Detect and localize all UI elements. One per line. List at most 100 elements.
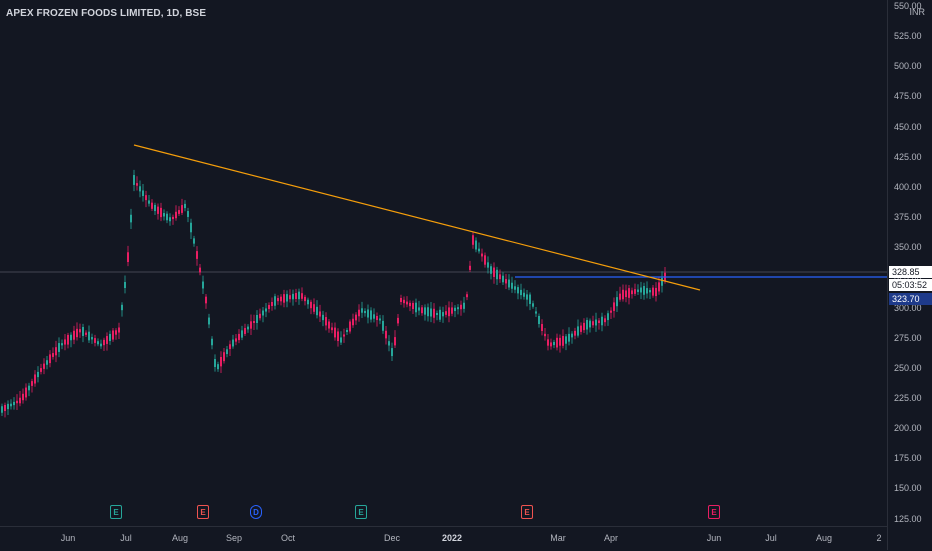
time-label: Jul xyxy=(765,533,777,543)
candle-body xyxy=(361,308,363,313)
candle-body xyxy=(169,217,171,222)
candle-body xyxy=(259,313,261,319)
dividend-event-icon[interactable]: D xyxy=(250,505,262,519)
candle-body xyxy=(232,339,234,347)
earnings-event-icon[interactable]: E xyxy=(355,505,367,519)
candle-body xyxy=(184,203,186,209)
candle-body xyxy=(217,364,219,370)
currency-label: INR xyxy=(909,7,926,17)
candle-body xyxy=(271,301,273,307)
candle-body xyxy=(40,368,42,372)
candle-body xyxy=(382,320,384,331)
price-tick-label: 425.00 xyxy=(894,151,922,162)
earnings-event-icon[interactable]: E xyxy=(708,505,720,519)
candle-body xyxy=(580,325,582,332)
candle-body xyxy=(124,282,126,288)
candle-body xyxy=(568,333,570,342)
time-label: Oct xyxy=(280,533,296,543)
candle-body xyxy=(100,343,102,347)
candle-body xyxy=(139,186,141,192)
candle-body xyxy=(559,337,561,346)
price-tick-label: 550.00 xyxy=(894,1,922,11)
candle-body xyxy=(349,321,351,332)
candle-body xyxy=(502,275,504,283)
candle-body xyxy=(529,294,531,304)
candle-body xyxy=(247,326,249,330)
candle-body xyxy=(97,341,99,345)
price-chart[interactable] xyxy=(0,0,887,526)
earnings-event-icon[interactable]: E xyxy=(110,505,122,519)
candle-body xyxy=(220,356,222,367)
candle-body xyxy=(28,385,30,391)
candle-body xyxy=(613,302,615,311)
candle-body xyxy=(454,307,456,312)
candle-body xyxy=(157,206,159,214)
candle-body xyxy=(388,341,390,346)
candle-body xyxy=(595,319,597,326)
candle-body xyxy=(421,307,423,314)
candle-body xyxy=(127,252,129,263)
candle-body xyxy=(199,267,201,273)
candle-body xyxy=(412,302,414,310)
candle-body xyxy=(391,348,393,357)
candle-body xyxy=(274,296,276,306)
candle-body xyxy=(58,343,60,352)
candle-body xyxy=(211,338,213,346)
candle-body xyxy=(154,204,156,212)
time-label: Aug xyxy=(171,533,189,543)
trendline[interactable] xyxy=(133,144,701,291)
candle-body xyxy=(268,305,270,309)
candle-body xyxy=(190,222,192,233)
candle-body xyxy=(598,320,600,324)
candle-body xyxy=(181,205,183,213)
time-label: Mar xyxy=(550,533,566,543)
symbol-title: APEX FROZEN FOODS LIMITED, 1D, BSE xyxy=(6,8,207,19)
candle-body xyxy=(427,307,429,317)
candle-body xyxy=(553,341,555,346)
candle-body xyxy=(520,289,522,296)
candle-body xyxy=(655,287,657,297)
candle-body xyxy=(445,311,447,315)
candle-body xyxy=(43,363,45,369)
candle-body xyxy=(61,343,63,346)
candle-body xyxy=(196,251,198,259)
candle-body xyxy=(622,289,624,300)
candle-body xyxy=(106,336,108,344)
candle-body xyxy=(397,317,399,324)
price-tick-label: 500.00 xyxy=(894,61,922,72)
time-label: Dec xyxy=(383,533,401,543)
candle-body xyxy=(109,333,111,342)
candle-body xyxy=(523,292,525,297)
candle-body xyxy=(394,337,396,346)
candle-body xyxy=(472,235,474,245)
candle-body xyxy=(7,403,9,410)
earnings-event-icon[interactable]: E xyxy=(197,505,209,519)
price-axis[interactable]: INR 550.00 525.00 500.00 475.00 450.00 425.00… xyxy=(887,0,932,550)
candle-body xyxy=(73,330,75,340)
candle-body xyxy=(1,406,3,413)
candle-body xyxy=(490,266,492,274)
candle-body xyxy=(130,214,132,223)
candle-body xyxy=(85,332,87,335)
candle-body xyxy=(244,328,246,334)
candle-body xyxy=(640,287,642,293)
candle-body xyxy=(601,316,603,326)
candle-body xyxy=(226,349,228,355)
ref-price-tag: 323.70 xyxy=(889,293,932,305)
candle-body xyxy=(487,262,489,268)
price-tick-label: 225.00 xyxy=(894,392,922,403)
candle-body xyxy=(10,403,12,407)
chart-area[interactable]: APEX FROZEN FOODS LIMITED, 1D, BSE E E D… xyxy=(0,0,887,526)
candle-body xyxy=(25,387,27,398)
price-tick-label: 400.00 xyxy=(894,181,922,192)
time-axis[interactable]: Jun Jul Aug Sep Oct Dec 2022 Mar Apr Jun… xyxy=(0,526,887,551)
candle-body xyxy=(367,309,369,318)
earnings-event-icon[interactable]: E xyxy=(521,505,533,519)
candle-body xyxy=(304,296,306,302)
time-label: Jun xyxy=(60,533,76,543)
price-tick-label: 450.00 xyxy=(894,121,922,132)
candle-body xyxy=(463,302,465,309)
candle-body xyxy=(643,286,645,295)
price-tick-label: 250.00 xyxy=(894,362,922,373)
candle-body xyxy=(34,374,36,384)
